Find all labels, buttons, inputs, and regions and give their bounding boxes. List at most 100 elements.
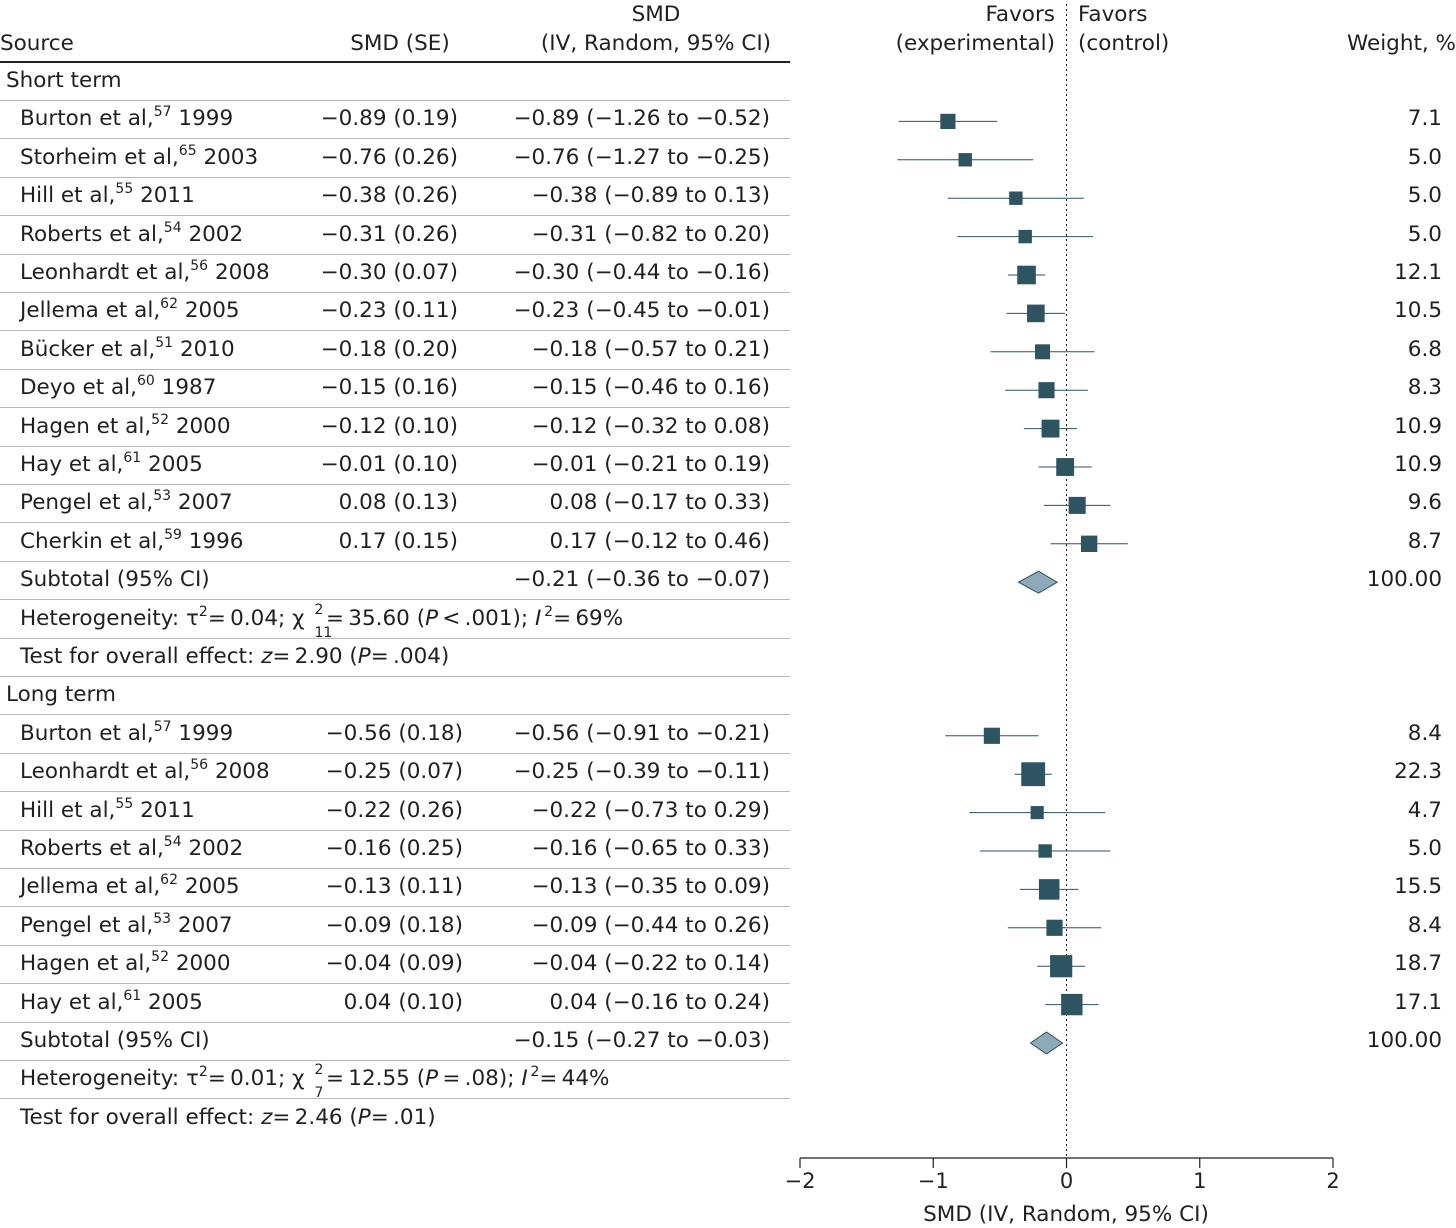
study-smd-ci: −0.22 (−0.73 to 0.29)	[531, 797, 770, 823]
point-estimate-marker	[958, 153, 972, 167]
study-smd-ci: −0.09 (−0.44 to 0.26)	[531, 912, 770, 938]
study-smd-ci: −0.12 (−0.32 to 0.08)	[531, 413, 770, 439]
study-weight: 4.7	[1407, 797, 1442, 823]
study-author: Burton et al,	[20, 720, 154, 746]
z-symbol: z	[261, 1104, 273, 1130]
study-smd-se: −0.12 (0.10)	[320, 413, 458, 439]
point-estimate-marker	[940, 113, 956, 129]
study-reference: 54	[163, 834, 182, 850]
study-reference: 57	[153, 718, 172, 735]
p-value: = .004)	[370, 644, 450, 669]
study-smd-ci: −0.38 (−0.89 to 0.13)	[531, 183, 770, 209]
study-smd-ci: −0.89 (−1.26 to −0.52)	[513, 106, 770, 132]
study-weight: 5.0	[1407, 183, 1442, 209]
point-estimate-marker	[1041, 419, 1060, 438]
x-axis-tick-label: −2	[785, 1169, 816, 1193]
study-weight: 22.3	[1394, 759, 1442, 785]
point-estimate-marker	[1038, 844, 1052, 858]
heterogeneity-prefix: Heterogeneity: τ	[20, 605, 199, 631]
overall-prefix: Test for overall effect:	[20, 1104, 262, 1130]
study-year: 2000	[175, 951, 231, 977]
study-source: Cherkin et al,59 1996	[20, 527, 243, 557]
study-smd-se: −0.76 (0.26)	[320, 144, 458, 170]
study-weight: 9.6	[1407, 490, 1442, 516]
study-smd-se: −0.23 (0.11)	[320, 298, 458, 324]
study-smd-ci: −0.25 (−0.39 to −0.11)	[513, 759, 770, 785]
row-divider	[0, 445, 790, 447]
study-reference: 52	[151, 411, 169, 428]
point-estimate-marker	[1046, 919, 1063, 936]
study-year: 2011	[140, 183, 195, 209]
study-source: Hay et al,61 2005	[20, 450, 203, 480]
study-year: 2002	[188, 836, 244, 861]
p-value: < .001);	[438, 605, 536, 631]
study-author: Bücker et al,	[20, 336, 156, 362]
study-smd-ci: −0.18 (−0.57 to 0.21)	[531, 336, 770, 362]
z-value: = 2.90 (	[272, 644, 358, 669]
p-symbol: P	[357, 644, 371, 669]
point-estimate-marker	[983, 727, 1000, 744]
study-year: 2007	[177, 912, 233, 938]
study-smd-se: −0.18 (0.20)	[320, 336, 458, 362]
study-year: 2005	[184, 874, 240, 900]
study-source: Pengel et al,53 2007	[20, 911, 233, 941]
study-smd-se: −0.09 (0.18)	[325, 912, 463, 938]
study-smd-se: 0.04 (0.10)	[343, 989, 463, 1015]
subtotal-ci: −0.15 (−0.27 to −0.03)	[513, 1028, 770, 1053]
study-source: Hay et al,61 2005	[20, 988, 203, 1018]
row-divider	[0, 868, 790, 869]
point-estimate-marker	[1038, 382, 1055, 399]
row-divider	[0, 292, 790, 293]
study-smd-se: 0.17 (0.15)	[338, 528, 458, 554]
x-axis-tick-label: 1	[1193, 1169, 1206, 1193]
header-favors-control-line1: Favors	[1078, 2, 1148, 27]
i-squared: 2	[527, 1064, 540, 1081]
study-smd-se: −0.89 (0.19)	[320, 106, 458, 132]
study-year: 1999	[178, 106, 234, 132]
point-estimate-marker	[1017, 265, 1036, 285]
study-smd-ci: −0.15 (−0.46 to 0.16)	[531, 375, 770, 401]
study-smd-ci: −0.31 (−0.82 to 0.20)	[531, 221, 770, 247]
z-value: = 2.46 (	[272, 1104, 358, 1130]
study-source: Deyo et al,60 1987	[20, 373, 216, 403]
x-axis-label: SMD (IV, Random, 95% CI)	[923, 1202, 1209, 1227]
point-estimate-marker	[1050, 955, 1073, 978]
point-estimate-marker	[1030, 806, 1044, 820]
row-divider	[0, 676, 790, 677]
study-reference: 54	[163, 219, 182, 236]
header-weight: Weight, %	[1346, 31, 1456, 56]
heterogeneity-stats: Heterogeneity: τ2= 0.04; χ 2 11 = 35.60 (P…	[20, 602, 623, 641]
study-smd-se: 0.08 (0.13)	[338, 490, 458, 516]
study-smd-ci: −0.30 (−0.44 to −0.16)	[513, 260, 770, 285]
study-smd-se: −0.30 (0.07)	[320, 260, 458, 285]
study-author: Burton et al,	[20, 106, 154, 132]
header-smd-ci-line2: (IV, Random, 95% CI)	[540, 31, 772, 56]
study-source: Roberts et al,54 2002	[20, 219, 243, 250]
study-author: Hay et al,	[20, 989, 124, 1015]
study-author: Cherkin et al,	[20, 528, 165, 554]
i2-value: = 44%	[539, 1066, 610, 1092]
study-year: 2003	[203, 144, 259, 170]
chi-square-exponent: 2	[314, 601, 324, 618]
section-title: Short term	[6, 68, 122, 93]
subtotal-weight: 100.00	[1366, 567, 1442, 593]
study-smd-ci: 0.04 (−0.16 to 0.24)	[549, 989, 771, 1015]
row-divider	[0, 1021, 790, 1023]
study-source: Storheim et al,65 2003	[20, 143, 259, 173]
row-divider	[0, 215, 790, 217]
row-divider	[0, 522, 790, 524]
study-smd-se: −0.38 (0.26)	[320, 183, 458, 209]
row-divider	[0, 829, 790, 831]
study-weight: 8.3	[1407, 375, 1442, 401]
row-divider	[0, 791, 790, 793]
point-estimate-marker	[1068, 496, 1086, 514]
study-year: 2008	[214, 759, 270, 785]
study-author: Jellema et al,	[20, 874, 161, 900]
chi-square-df-value: 11	[314, 624, 333, 641]
study-author: Leonhardt et al,	[20, 759, 191, 785]
study-reference: 56	[190, 258, 209, 274]
subtotal-label: Subtotal (95% CI)	[20, 1028, 210, 1053]
study-weight: 7.1	[1407, 106, 1442, 132]
